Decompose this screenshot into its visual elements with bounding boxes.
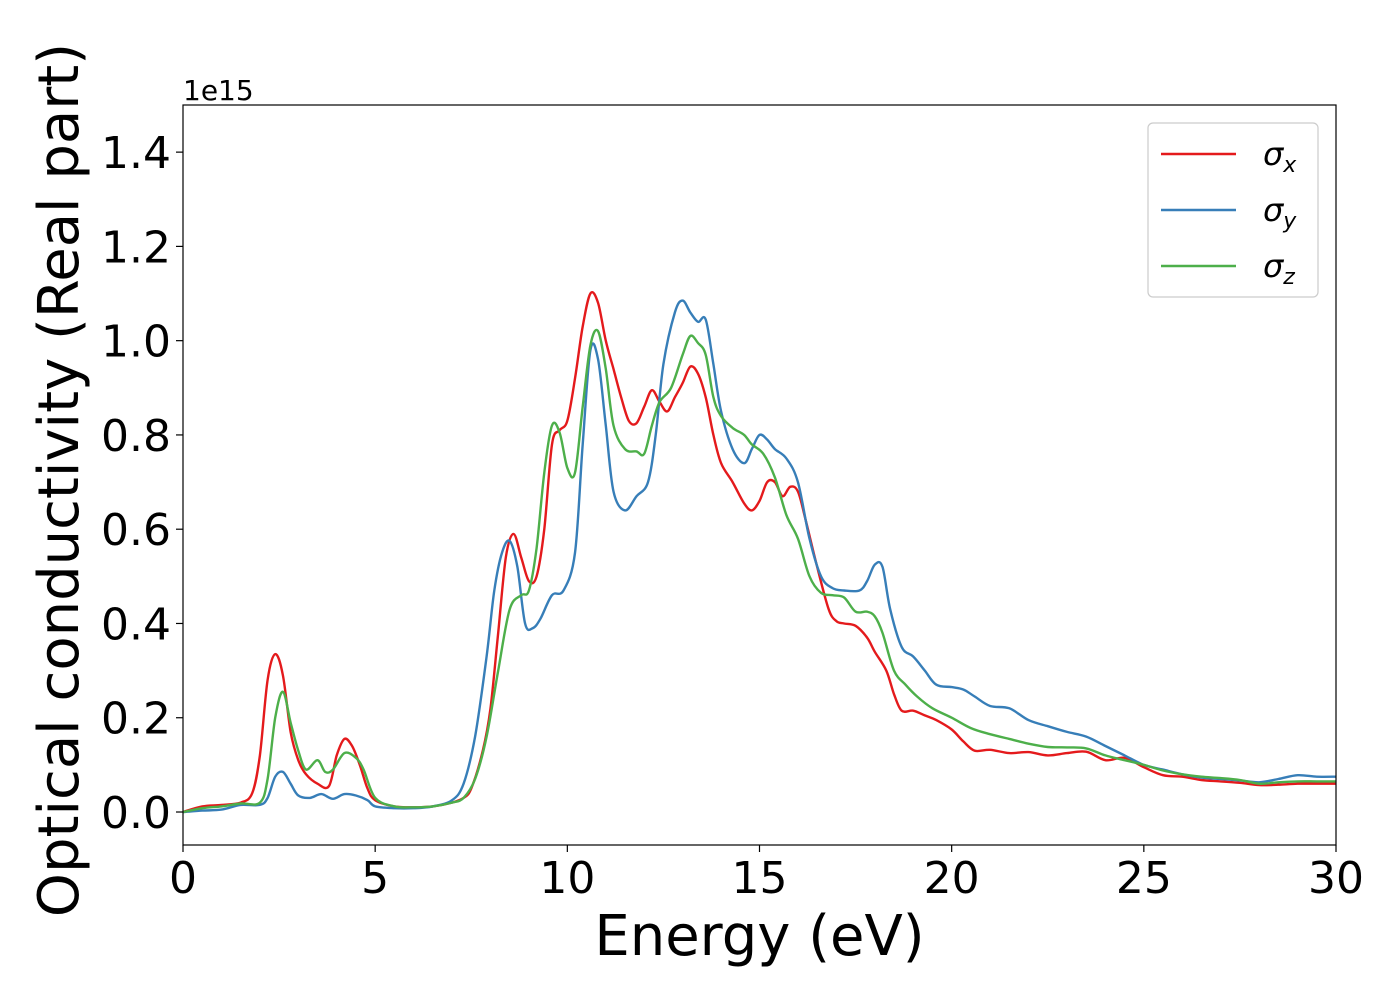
y-tick-label: 0.6 bbox=[101, 505, 171, 556]
series-line-y bbox=[183, 299, 1336, 814]
legend-symbol: σ bbox=[1263, 247, 1285, 285]
series-layer bbox=[183, 291, 1336, 814]
y-tick-label: 1.4 bbox=[101, 128, 171, 179]
y-tick-label: 0.0 bbox=[101, 788, 171, 839]
legend-subscript: x bbox=[1282, 153, 1297, 178]
series-line-x bbox=[183, 291, 1336, 814]
x-tick-label: 25 bbox=[1116, 853, 1172, 904]
y-tick-label: 0.8 bbox=[101, 411, 171, 462]
legend-subscript: y bbox=[1282, 209, 1297, 234]
x-tick-label: 10 bbox=[539, 853, 595, 904]
x-tick-label: 15 bbox=[732, 853, 788, 904]
legend-symbol: σ bbox=[1263, 135, 1285, 173]
y-tick-label: 0.2 bbox=[101, 694, 171, 745]
x-tick-label: 20 bbox=[924, 853, 980, 904]
y-axis-offset-label: 1e15 bbox=[183, 74, 254, 107]
y-tick-label: 1.2 bbox=[101, 222, 171, 273]
x-axis-title: Energy (eV) bbox=[594, 904, 924, 969]
legend-symbol: σ bbox=[1263, 191, 1285, 229]
legend-label-y: σy bbox=[1263, 191, 1297, 234]
x-tick-label: 0 bbox=[169, 853, 197, 904]
y-axis-ticks: 0.0 0.2 0.4 0.6 0.8 1.0 1.2 1.4 bbox=[101, 128, 183, 839]
y-tick-label: 1.0 bbox=[101, 317, 171, 368]
legend-label-z: σz bbox=[1263, 247, 1295, 290]
series-line-z bbox=[183, 328, 1336, 814]
x-tick-label: 5 bbox=[361, 853, 389, 904]
y-axis-title: Optical conductivity (Real part) bbox=[27, 43, 92, 917]
legend-subscript: z bbox=[1282, 265, 1295, 290]
y-tick-label: 0.4 bbox=[101, 599, 171, 650]
x-tick-label: 30 bbox=[1308, 853, 1364, 904]
legend-label-x: σx bbox=[1263, 135, 1297, 178]
x-axis-ticks: 0 5 10 15 20 25 30 bbox=[169, 845, 1364, 904]
